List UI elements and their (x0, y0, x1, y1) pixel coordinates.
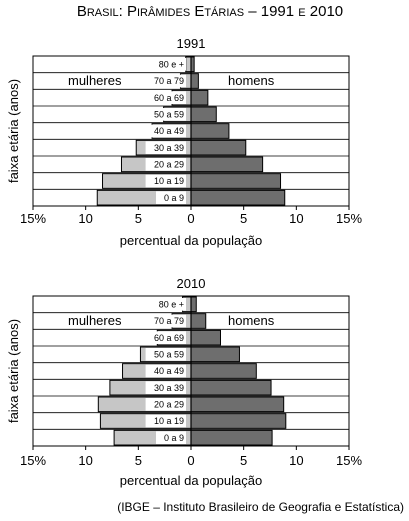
age-group-label: 10 a 19 (154, 416, 184, 426)
age-label-bg (145, 141, 186, 154)
age-label-bg (145, 381, 186, 394)
age-label-bg (150, 298, 186, 311)
age-group-label: 20 a 29 (154, 160, 184, 170)
label-female: mulheres (68, 313, 122, 328)
age-label-bg (145, 108, 186, 121)
y-axis-label: faixa etária (anos) (6, 319, 21, 423)
age-group-label: 0 a 9 (164, 433, 184, 443)
age-group-label: 40 a 49 (154, 126, 184, 136)
y-axis-label: faixa etária (anos) (6, 79, 21, 183)
age-group-label: 10 a 19 (154, 176, 184, 186)
x-tick-label: 10 (78, 453, 92, 468)
age-group-label: 60 a 69 (154, 333, 184, 343)
age-group-label: 60 a 69 (154, 93, 184, 103)
age-label-bg (145, 414, 186, 428)
age-group-label: 80 e + (159, 300, 184, 310)
source-note: (IBGE – Instituto Brasileiro de Geografi… (117, 500, 404, 514)
bar-female (185, 56, 192, 73)
bar-male (190, 396, 285, 413)
age-label-bg (145, 348, 186, 361)
age-group-label: 40 a 49 (154, 366, 184, 376)
age-group-label: 70 a 79 (154, 316, 184, 326)
chart-title: 2010 (177, 276, 206, 291)
x-tick-label: 15% (20, 211, 46, 226)
age-label-bg (156, 191, 186, 204)
x-tick-label: 0 (187, 453, 194, 468)
age-label-bg (145, 91, 186, 104)
label-male: homens (228, 313, 275, 328)
x-axis-label: percentual da população (120, 233, 262, 248)
age-label-bg (145, 364, 186, 378)
age-label-bg (145, 124, 186, 138)
x-tick-label: 15% (336, 211, 362, 226)
age-label-bg (145, 74, 186, 88)
bar-male (190, 89, 209, 106)
age-label-bg (145, 314, 186, 328)
age-group-label: 30 a 39 (154, 143, 184, 153)
x-tick-label: 5 (240, 211, 247, 226)
x-tick-label: 10 (289, 211, 303, 226)
bar-male (190, 413, 287, 429)
bar-male (190, 313, 207, 329)
pyramid-1991: 0 a 9 10 a 19 20 a 29 30 a 39 40 a 49 50 a 59… (6, 36, 362, 248)
x-axis-label: percentual da população (120, 473, 262, 488)
age-label-bg (156, 431, 186, 444)
age-label-bg (150, 58, 186, 71)
x-tick-label: 10 (289, 453, 303, 468)
bar-male (190, 189, 286, 206)
bar-male (190, 329, 221, 346)
age-group-label: 80 e + (159, 60, 184, 70)
chart-title: 1991 (177, 36, 206, 51)
age-label-bg (145, 158, 186, 171)
bar-male (190, 429, 273, 446)
age-group-label: 20 a 29 (154, 400, 184, 410)
bar-male (190, 379, 272, 396)
x-tick-label: 15% (20, 453, 46, 468)
age-label-bg (145, 331, 186, 344)
x-tick-label: 15% (336, 453, 362, 468)
age-label-bg (145, 398, 186, 411)
bar-male (190, 123, 230, 139)
pyramid-2010: 0 a 9 10 a 19 20 a 29 30 a 39 40 a 49 50 a 59… (6, 276, 362, 488)
x-tick-label: 5 (135, 211, 142, 226)
label-male: homens (228, 73, 275, 88)
age-label-bg (145, 174, 186, 188)
age-group-label: 70 a 79 (154, 76, 184, 86)
age-group-label: 50 a 59 (154, 350, 184, 360)
x-tick-label: 5 (240, 453, 247, 468)
bar-male (190, 139, 247, 156)
age-group-label: 0 a 9 (164, 193, 184, 203)
x-tick-label: 0 (187, 211, 194, 226)
bar-male (190, 346, 240, 363)
figure-title: Brasil: Pirâmides Etárias – 1991 e 2010 (77, 3, 343, 20)
bar-male (190, 173, 282, 189)
bar-male (190, 73, 199, 89)
label-female: mulheres (68, 73, 122, 88)
bar-male (190, 106, 217, 123)
age-group-label: 30 a 39 (154, 383, 184, 393)
x-tick-label: 5 (135, 453, 142, 468)
bar-male (190, 296, 197, 313)
bar-male (190, 156, 264, 173)
bar-male (190, 363, 257, 379)
x-tick-label: 10 (78, 211, 92, 226)
age-group-label: 50 a 59 (154, 110, 184, 120)
